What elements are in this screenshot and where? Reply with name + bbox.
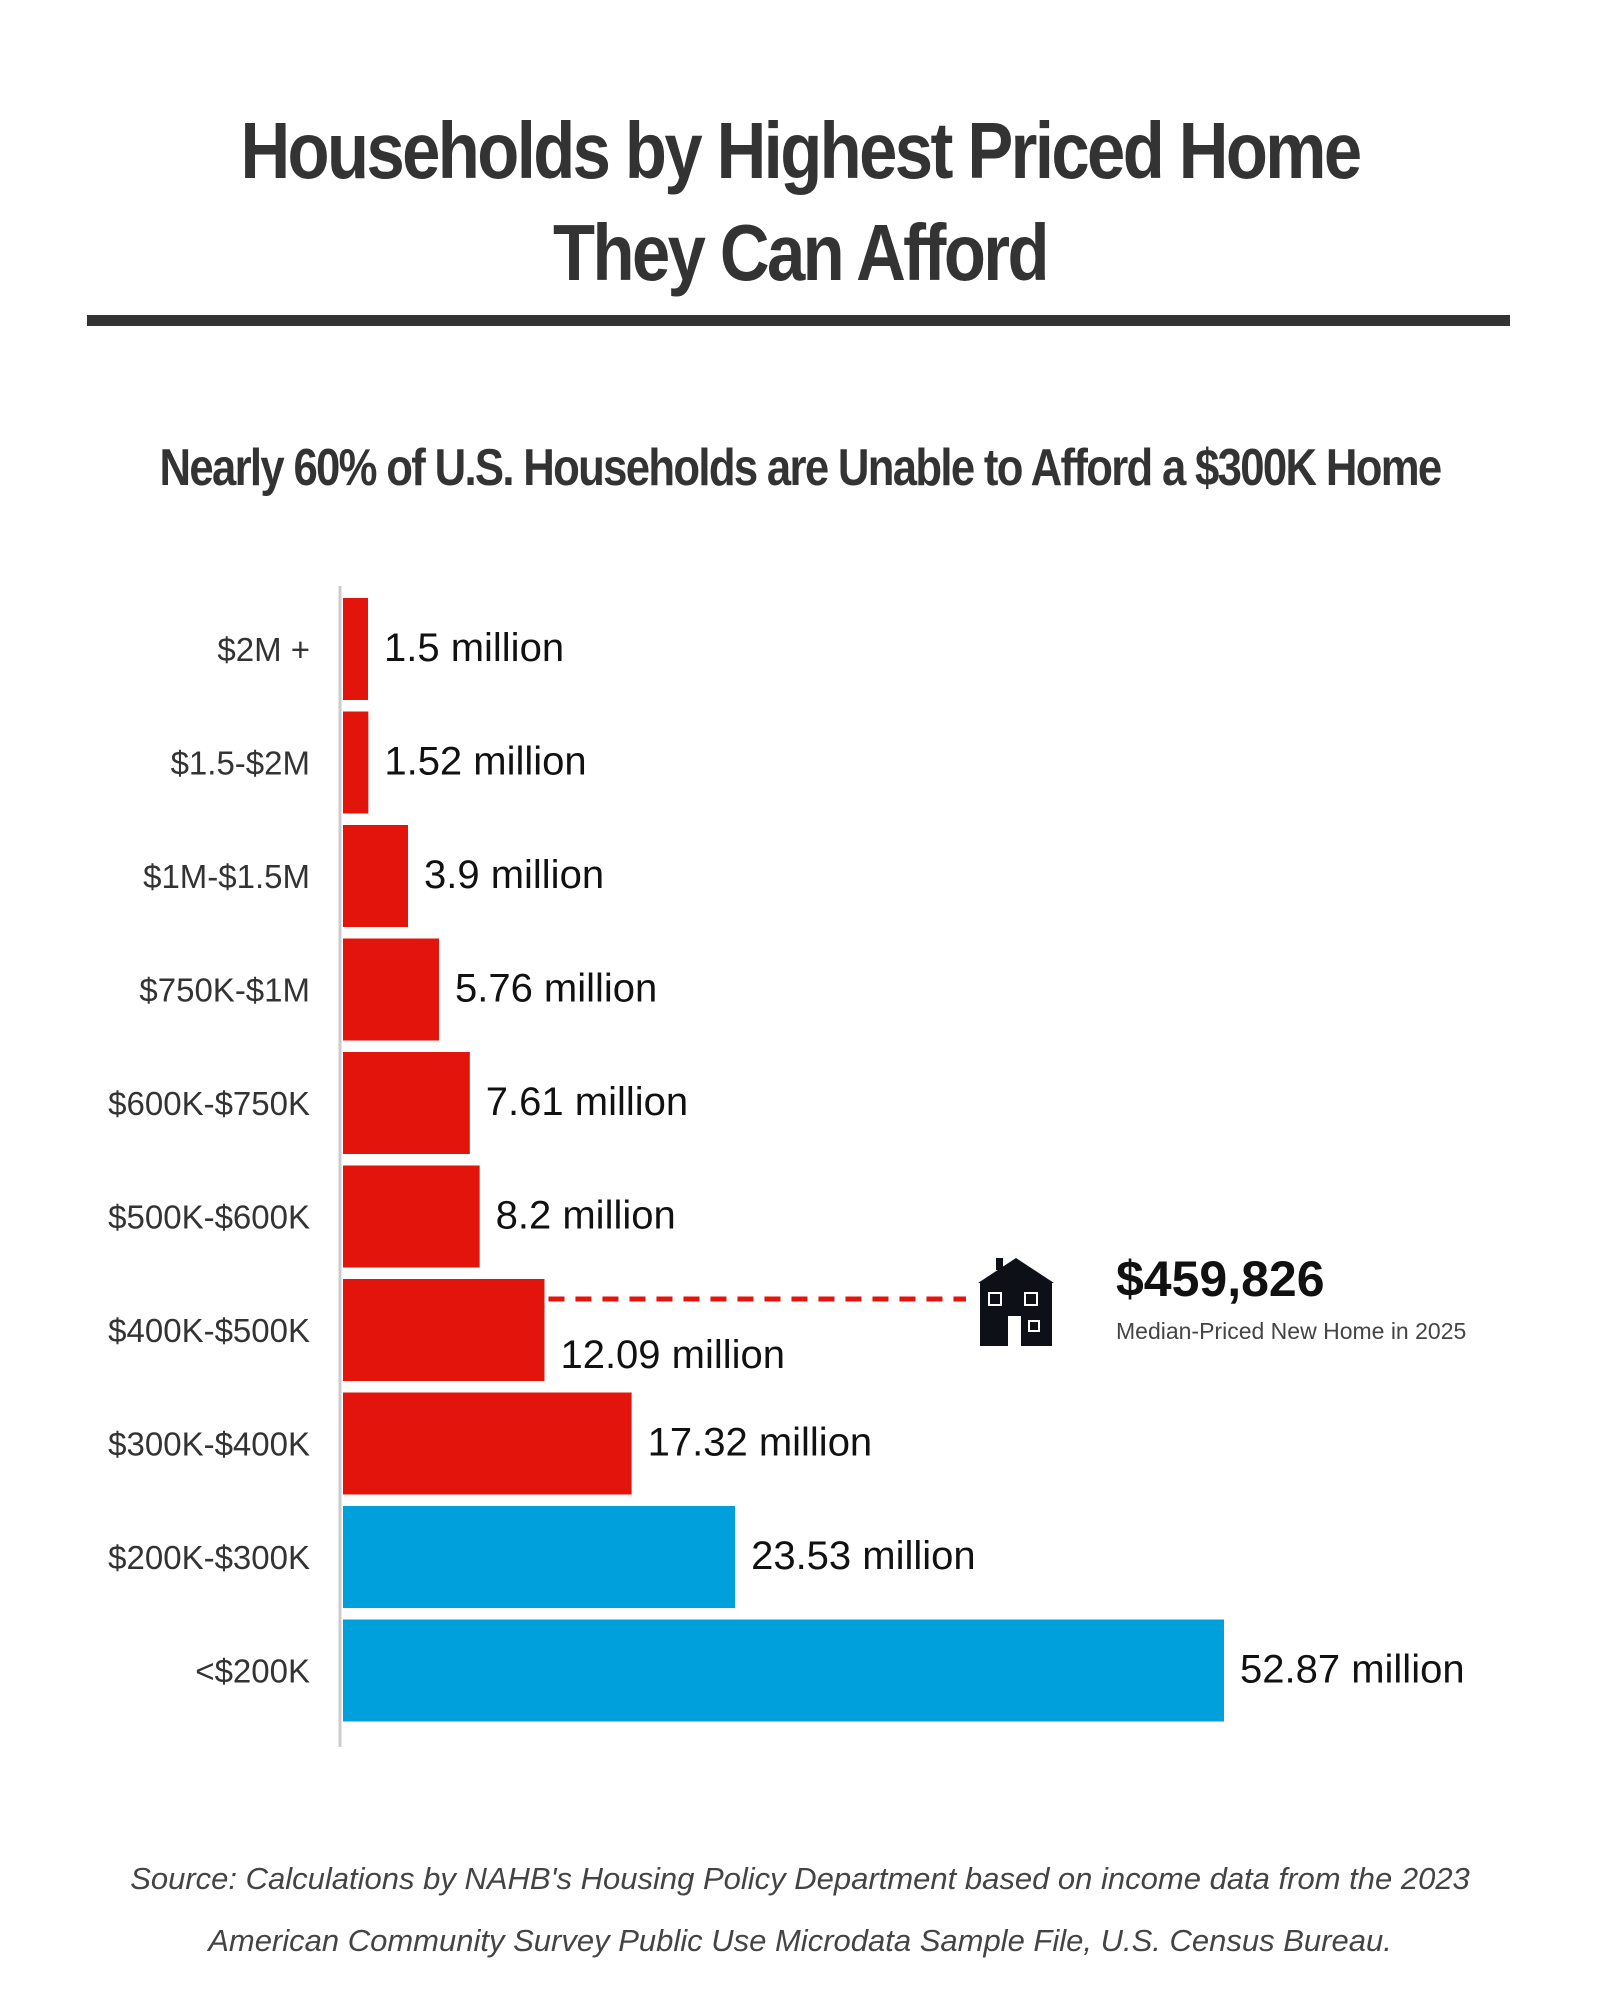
house-icon	[978, 1258, 1054, 1346]
data-label: 8.2 million	[496, 1194, 676, 1238]
bar-6	[343, 1279, 545, 1381]
bar-7	[343, 1392, 632, 1495]
title-divider	[87, 315, 1510, 326]
data-label: 1.52 million	[384, 740, 586, 784]
bar-1	[343, 711, 369, 814]
category-label: $600K-$750K	[108, 1085, 310, 1122]
category-label: $1M-$1.5M	[143, 858, 310, 895]
bar-3	[343, 938, 439, 1041]
category-label: $750K-$1M	[139, 972, 310, 1009]
data-label: 17.32 million	[648, 1421, 873, 1465]
data-label: 52.87 million	[1240, 1648, 1465, 1692]
data-label: 12.09 million	[560, 1333, 785, 1377]
source-line-1: Source: Calculations by NAHB's Housing P…	[130, 1861, 1470, 1896]
category-label: $2M +	[217, 631, 310, 668]
category-label: <$200K	[195, 1653, 310, 1690]
chart-subtitle: Nearly 60% of U.S. Households are Unable…	[159, 439, 1443, 497]
data-label: 7.61 million	[486, 1080, 688, 1124]
median-price-label: Median-Priced New Home in 2025	[1116, 1318, 1467, 1344]
bar-2	[343, 825, 408, 927]
data-label: 23.53 million	[751, 1534, 976, 1578]
source-note: Source: Calculations by NAHB's Housing P…	[0, 1848, 1600, 1972]
source-line-2: American Community Survey Public Use Mic…	[208, 1923, 1392, 1958]
category-label: $300K-$400K	[108, 1426, 310, 1463]
category-label: $1.5-$2M	[171, 745, 310, 782]
data-label: 5.76 million	[455, 967, 657, 1011]
median-price-value: $459,826	[1116, 1251, 1325, 1307]
bar-4	[343, 1052, 470, 1154]
data-label: 1.5 million	[384, 626, 564, 670]
bar-5	[343, 1165, 480, 1268]
category-label: $400K-$500K	[108, 1312, 310, 1349]
bar-0	[343, 598, 368, 700]
data-label: 3.9 million	[424, 853, 604, 897]
category-label: $500K-$600K	[108, 1199, 310, 1236]
bar-8	[343, 1506, 736, 1608]
category-label: $200K-$300K	[108, 1539, 310, 1576]
bar-9	[343, 1619, 1224, 1722]
chart-title: Households by Highest Priced Home They C…	[240, 106, 1362, 297]
